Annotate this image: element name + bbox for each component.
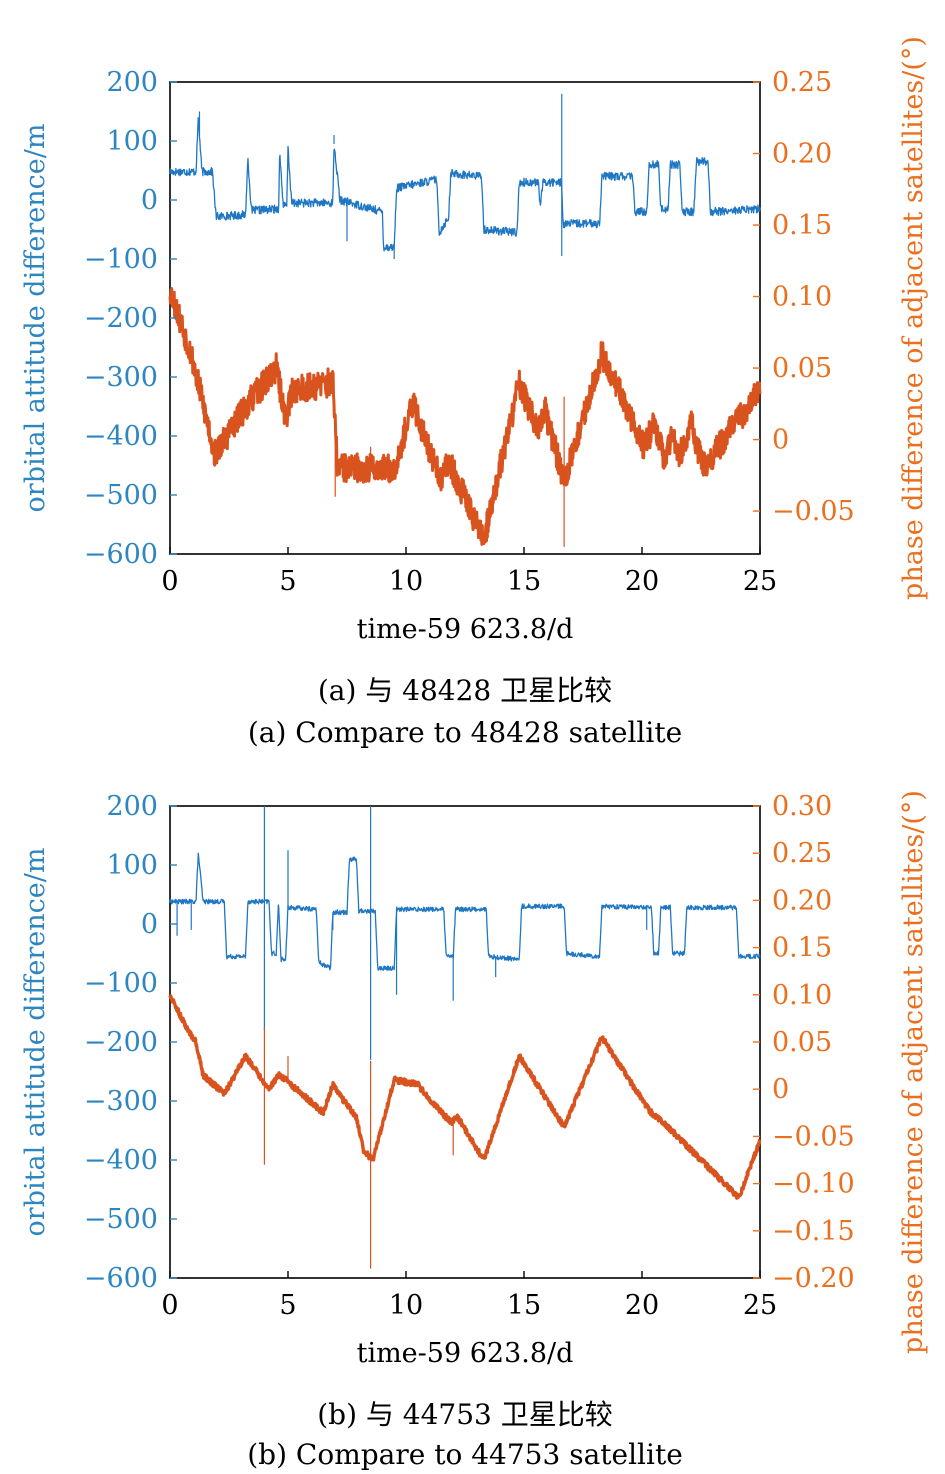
caption-en-a: (a) Compare to 48428 satellite [248, 716, 682, 749]
left-tick-label: −200 [84, 1027, 158, 1058]
left-tick-label: 100 [106, 850, 158, 881]
left-axis-a: 200 100 0 −100 −200 −300 −400 −500 −600 [84, 67, 177, 570]
x-tick-label: 0 [161, 566, 178, 597]
left-tick-label: −100 [84, 968, 158, 999]
left-tick-label: 100 [106, 126, 158, 157]
x-axis-a: 0 5 10 15 20 25 [161, 547, 777, 597]
panel-a: 0 5 10 15 20 25 200 100 0 −100 −200 −300 −400 −500 −6… [20, 36, 929, 749]
right-tick-label: 0.15 [772, 933, 832, 964]
x-tick-label: 10 [389, 1290, 423, 1321]
left-tick-label: −400 [84, 1145, 158, 1176]
x-tick-label: 25 [743, 1290, 777, 1321]
right-tick-label: 0.20 [772, 139, 832, 170]
x-tick-label: 25 [743, 566, 777, 597]
right-tick-label: 0.30 [772, 791, 832, 822]
left-tick-label: −300 [84, 1086, 158, 1117]
right-axis-a: 0.25 0.20 0.15 0.10 0.05 0 −0.05 [753, 67, 855, 527]
x-axis-label-a: time-59 623.8/d [357, 614, 574, 645]
left-tick-label: −200 [84, 303, 158, 334]
phase-line [168, 994, 762, 1200]
left-tick-label: 0 [141, 909, 158, 940]
left-tick-label: −500 [84, 480, 158, 511]
plot-frame-b [169, 805, 761, 1279]
left-axis-label-b: orbital attitude difference/m [20, 848, 51, 1237]
altitude-line [169, 852, 761, 971]
altitude-line [169, 117, 761, 252]
caption-en-b: (b) Compare to 44753 satellite [247, 1438, 683, 1471]
right-tick-label: 0.05 [772, 1027, 832, 1058]
x-tick-label: 15 [507, 1290, 541, 1321]
x-tick-label: 5 [279, 566, 296, 597]
right-axis-label-a: phase difference of adjacent satellites/… [898, 36, 929, 600]
left-tick-label: 200 [106, 67, 158, 98]
x-tick-label: 5 [279, 1290, 296, 1321]
left-tick-label: −400 [84, 421, 158, 452]
right-tick-label: 0.10 [772, 980, 832, 1011]
phase-line [168, 287, 762, 546]
left-tick-label: −100 [84, 244, 158, 275]
right-tick-label: 0.05 [772, 353, 832, 384]
series-a-phase [168, 287, 762, 547]
x-tick-label: 20 [625, 566, 659, 597]
caption-cn-b: (b) 与 44753 卫星比较 [317, 1398, 613, 1431]
right-tick-label: −0.05 [772, 1121, 855, 1152]
caption-cn-a: (a) 与 48428 卫星比较 [318, 674, 612, 707]
series-b-altitude [169, 806, 761, 1060]
x-axis-b: 0 5 10 15 20 25 [161, 1271, 777, 1321]
right-tick-label: 0.25 [772, 67, 832, 98]
right-axis-label-b: phase difference of adjacent satellites/… [898, 790, 929, 1354]
right-tick-label: 0.25 [772, 838, 832, 869]
left-tick-label: −500 [84, 1204, 158, 1235]
left-axis-label-a: orbital attitude difference/m [20, 124, 51, 513]
x-tick-label: 10 [389, 566, 423, 597]
right-tick-label: 0 [772, 1074, 789, 1105]
x-axis-label-b: time-59 623.8/d [357, 1338, 574, 1369]
left-tick-label: 200 [106, 791, 158, 822]
panel-b: 0 5 10 15 20 25 200 100 0 −100 −200 −300 −400 −500 −6… [20, 790, 929, 1471]
right-tick-label: 0 [772, 425, 789, 456]
left-tick-label: −600 [84, 1263, 158, 1294]
right-tick-label: −0.20 [772, 1263, 855, 1294]
right-tick-label: −0.05 [772, 496, 855, 527]
right-tick-label: 0.15 [772, 210, 832, 241]
series-a-altitude [169, 93, 761, 259]
right-tick-label: −0.15 [772, 1216, 855, 1247]
x-tick-label: 0 [161, 1290, 178, 1321]
x-tick-label: 15 [507, 566, 541, 597]
right-axis-b: 0.30 0.25 0.20 0.15 0.10 0.05 0 −0.05 −0.10 −0.15… [753, 791, 855, 1294]
left-tick-label: −300 [84, 362, 158, 393]
left-tick-label: 0 [141, 185, 158, 216]
left-axis-b: 200 100 0 −100 −200 −300 −400 −500 −600 [84, 791, 177, 1294]
series-b-phase [168, 994, 762, 1269]
right-tick-label: 0.20 [772, 885, 832, 916]
right-tick-label: −0.10 [772, 1169, 855, 1200]
left-tick-label: −600 [84, 539, 158, 570]
x-tick-label: 20 [625, 1290, 659, 1321]
right-tick-label: 0.10 [772, 282, 832, 313]
